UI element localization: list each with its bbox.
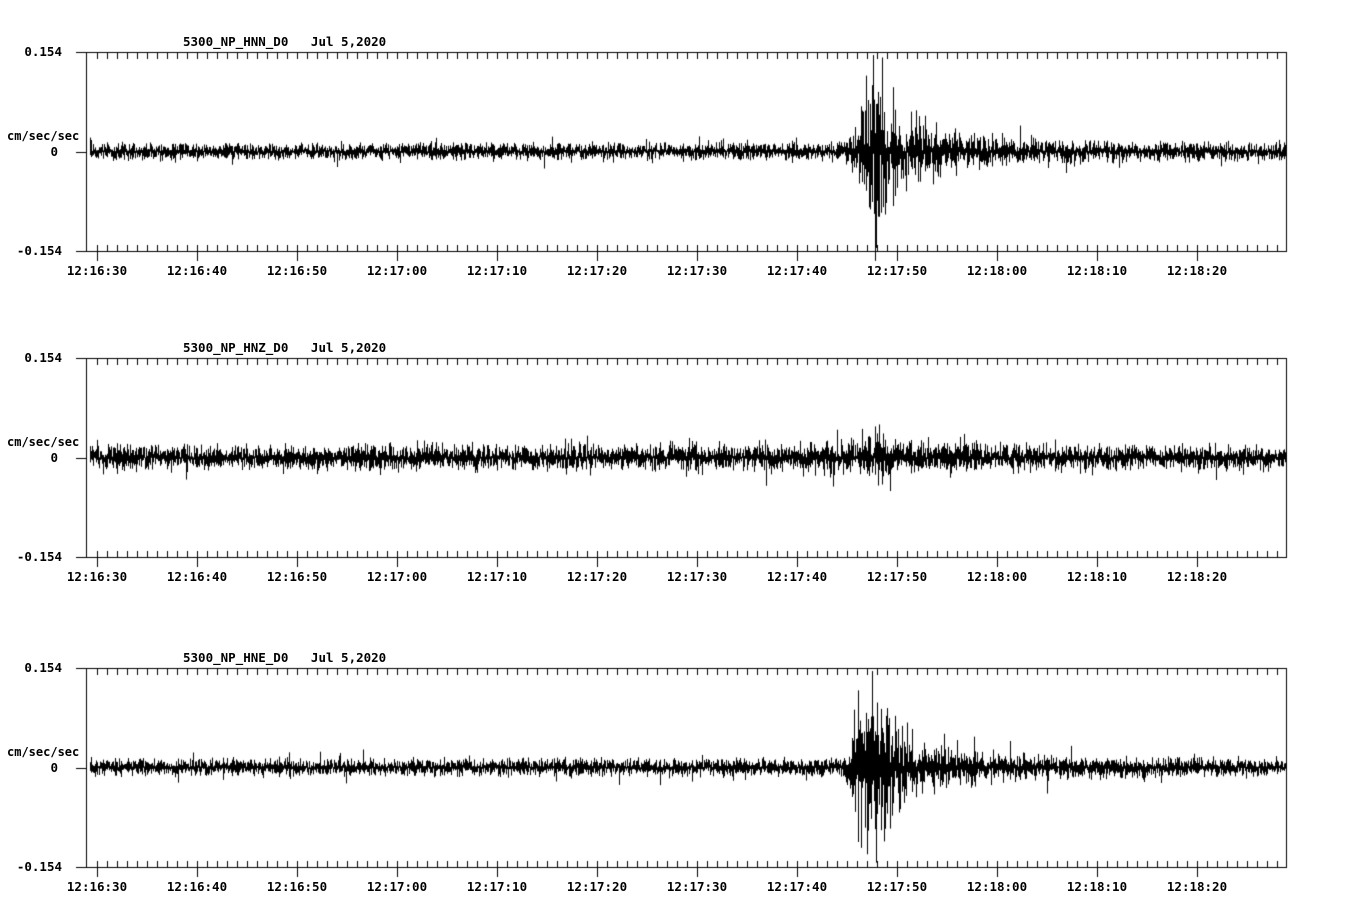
time-tick-label: 12:16:30	[66, 263, 128, 278]
time-tick-label: 12:16:30	[66, 879, 128, 894]
time-tick-label: 12:16:30	[66, 569, 128, 584]
panel-title: 5300_NP_HNN_D0 Jul 5,2020	[183, 34, 387, 49]
time-tick-label: 12:17:30	[666, 569, 728, 584]
time-tick-label: 12:17:40	[766, 879, 828, 894]
time-tick-label: 12:17:40	[766, 569, 828, 584]
time-tick-label: 12:16:40	[166, 569, 228, 584]
time-tick-label: 12:17:40	[766, 263, 828, 278]
time-tick-label: 12:18:00	[966, 263, 1028, 278]
time-tick-label: 12:18:20	[1166, 879, 1228, 894]
y-axis-units-label: cm/sec/sec	[7, 745, 80, 759]
time-tick-label: 12:16:50	[266, 879, 328, 894]
time-tick-label: 12:17:20	[566, 263, 628, 278]
y-axis-zero-label: 0	[50, 450, 58, 465]
time-tick-label: 12:16:40	[166, 263, 228, 278]
time-tick-label: 12:17:10	[466, 569, 528, 584]
time-tick-label: 12:17:00	[366, 569, 428, 584]
y-axis-max-label: 0.154	[24, 44, 62, 59]
y-axis-min-label: -0.154	[16, 549, 62, 564]
y-axis-min-label: -0.154	[16, 243, 62, 258]
time-tick-label: 12:16:50	[266, 263, 328, 278]
y-axis-min-label: -0.154	[16, 859, 62, 874]
y-axis-max-label: 0.154	[24, 660, 62, 675]
time-tick-label: 12:17:10	[466, 263, 528, 278]
time-tick-label: 12:17:30	[666, 879, 728, 894]
y-axis-max-label: 0.154	[24, 350, 62, 365]
time-tick-label: 12:17:30	[666, 263, 728, 278]
y-axis-zero-label: 0	[50, 760, 58, 775]
time-tick-label: 12:17:50	[866, 263, 928, 278]
time-tick-label: 12:16:40	[166, 879, 228, 894]
time-tick-label: 12:18:20	[1166, 263, 1228, 278]
time-tick-label: 12:18:10	[1066, 569, 1128, 584]
time-tick-label: 12:17:00	[366, 263, 428, 278]
time-tick-label: 12:17:50	[866, 879, 928, 894]
time-tick-label: 12:18:10	[1066, 879, 1128, 894]
y-axis-units-label: cm/sec/sec	[7, 129, 80, 143]
time-tick-label: 12:18:20	[1166, 569, 1228, 584]
panel-title: 5300_NP_HNZ_D0 Jul 5,2020	[183, 340, 387, 355]
time-tick-label: 12:18:10	[1066, 263, 1128, 278]
time-tick-label: 12:17:00	[366, 879, 428, 894]
time-tick-label: 12:16:50	[266, 569, 328, 584]
time-tick-label: 12:17:20	[566, 879, 628, 894]
panel-title: 5300_NP_HNE_D0 Jul 5,2020	[183, 650, 387, 665]
y-axis-zero-label: 0	[50, 144, 58, 159]
time-tick-label: 12:17:50	[866, 569, 928, 584]
y-axis-units-label: cm/sec/sec	[7, 435, 80, 449]
time-tick-label: 12:17:10	[466, 879, 528, 894]
time-tick-label: 12:18:00	[966, 879, 1028, 894]
time-tick-label: 12:18:00	[966, 569, 1028, 584]
time-tick-label: 12:17:20	[566, 569, 628, 584]
